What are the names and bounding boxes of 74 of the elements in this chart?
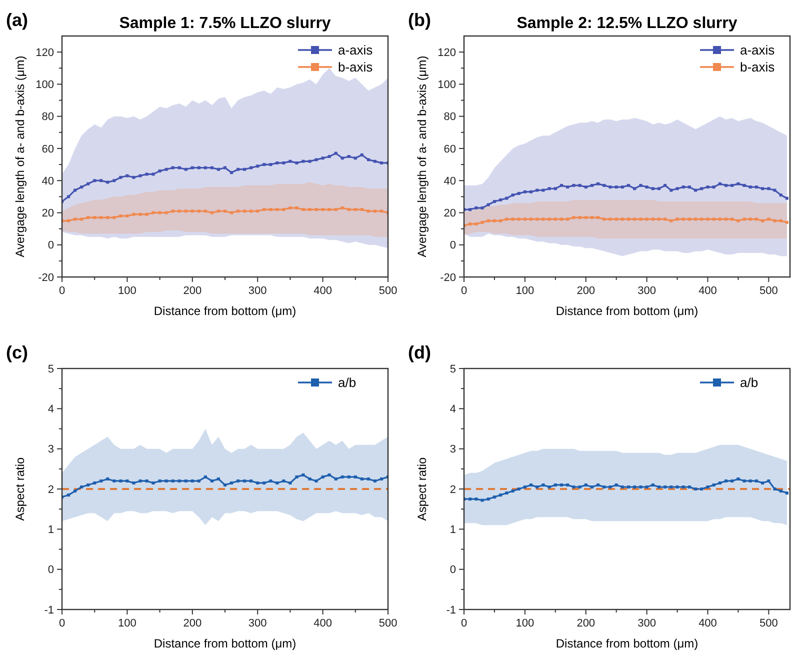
- y-tick-label: 3: [450, 444, 456, 456]
- x-tick-label: 200: [183, 618, 202, 630]
- chart-title: Sample 1: 7.5% LLZO slurry: [119, 15, 331, 32]
- y-tick-label: 0: [450, 240, 456, 252]
- y-tick-label: 80: [42, 111, 54, 124]
- legend-label: a-axis: [740, 42, 776, 58]
- x-tick-label: 300: [638, 618, 656, 630]
- y-tick-label: -1: [446, 604, 456, 616]
- y-tick-label: 0: [450, 564, 456, 576]
- x-axis-title: Distance from bottom (μm): [556, 636, 698, 650]
- x-tick-label: 0: [460, 285, 468, 297]
- y-tick-label: 1: [48, 524, 54, 536]
- legend-label: b-axis: [338, 60, 374, 75]
- text: (c): [6, 342, 28, 362]
- x-tick-label: 500: [759, 618, 778, 630]
- x-tick-label: 100: [516, 285, 534, 297]
- y-tick-label: 100: [36, 79, 54, 92]
- y-tick-label: 120: [438, 46, 456, 59]
- y-tick-label: 20: [42, 208, 54, 220]
- y-tick-label: 4: [450, 404, 456, 416]
- legend-label: a/b: [740, 375, 758, 390]
- x-tick-label: 400: [698, 285, 717, 297]
- x-tick-label: 400: [314, 618, 332, 630]
- x-tick-label: 300: [638, 285, 656, 297]
- y-axis-title: Avergage length of a- and b-axis (μm): [415, 56, 429, 258]
- legend-label: a-axis: [338, 42, 374, 58]
- legend-label: b-axis: [740, 60, 776, 75]
- y-tick-label: 3: [48, 444, 54, 456]
- chart-title: Sample 2: 12.5% LLZO slurry: [516, 15, 738, 32]
- x-axis-title: Distance from bottom (μm): [556, 304, 698, 318]
- x-tick-label: 200: [576, 618, 596, 630]
- y-tick-label: 0: [48, 240, 54, 252]
- y-tick-label: 5: [450, 363, 456, 376]
- y-tick-label: 60: [444, 143, 456, 156]
- x-tick-label: 0: [460, 618, 468, 630]
- x-tick-label: 500: [378, 618, 398, 630]
- x-tick-label: 400: [698, 618, 717, 630]
- text: (b): [408, 10, 431, 30]
- y-tick-label: 120: [36, 46, 54, 59]
- x-tick-label: 500: [759, 285, 778, 297]
- x-tick-label: 200: [183, 285, 202, 297]
- y-axis-title: Aspect ratio: [13, 457, 27, 521]
- y-tick-label: 1: [450, 524, 456, 536]
- y-tick-label: 60: [42, 143, 54, 156]
- x-tick-label: 0: [58, 285, 66, 297]
- y-tick-label: 4: [48, 404, 54, 416]
- text: (d): [408, 342, 431, 362]
- x-tick-label: 200: [576, 285, 596, 297]
- y-tick-label: -20: [440, 272, 456, 284]
- x-tick-label: 300: [248, 618, 267, 630]
- x-tick-label: 0: [58, 618, 66, 630]
- x-axis-title: Distance from bottom (μm): [154, 636, 296, 650]
- y-tick-label: 100: [438, 79, 456, 92]
- y-tick-label: 80: [444, 111, 456, 124]
- y-tick-label: 40: [444, 175, 456, 188]
- y-tick-label: -20: [38, 272, 54, 284]
- y-tick-label: -1: [44, 604, 54, 616]
- y-tick-label: 2: [450, 484, 456, 496]
- x-tick-label: 100: [118, 285, 136, 297]
- y-axis-title: Aspect ratio: [415, 457, 429, 521]
- x-axis-title: Distance from bottom (μm): [154, 304, 296, 318]
- x-tick-label: 400: [314, 285, 332, 297]
- y-tick-label: 40: [42, 175, 54, 188]
- y-tick-label: 2: [48, 484, 54, 496]
- x-tick-label: 500: [378, 285, 398, 297]
- x-tick-label: 100: [118, 618, 136, 630]
- text: (a): [6, 10, 28, 30]
- x-tick-label: 100: [516, 618, 534, 630]
- x-tick-label: 300: [248, 285, 267, 297]
- legend-label: a/b: [338, 375, 356, 390]
- y-tick-label: 20: [444, 208, 456, 220]
- y-tick-label: 5: [48, 363, 54, 376]
- y-axis-title: Avergage length of a- and b-axis (μm): [13, 56, 27, 258]
- y-tick-label: 0: [48, 564, 54, 576]
